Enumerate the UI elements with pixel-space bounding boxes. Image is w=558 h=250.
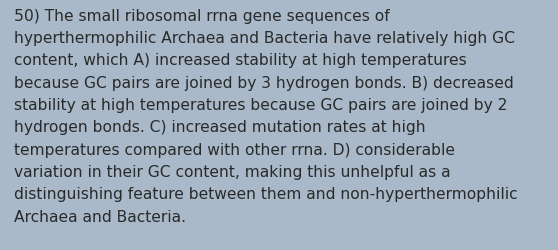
Text: temperatures compared with other rrna. D) considerable: temperatures compared with other rrna. D…: [14, 142, 455, 157]
Text: 50) The small ribosomal rrna gene sequences of: 50) The small ribosomal rrna gene sequen…: [14, 9, 389, 24]
Text: hyperthermophilic Archaea and Bacteria have relatively high GC: hyperthermophilic Archaea and Bacteria h…: [14, 31, 515, 46]
Text: stability at high temperatures because GC pairs are joined by 2: stability at high temperatures because G…: [14, 98, 507, 113]
Text: hydrogen bonds. C) increased mutation rates at high: hydrogen bonds. C) increased mutation ra…: [14, 120, 426, 135]
Text: distinguishing feature between them and non-hyperthermophilic: distinguishing feature between them and …: [14, 187, 518, 202]
Text: variation in their GC content, making this unhelpful as a: variation in their GC content, making th…: [14, 164, 450, 180]
Text: content, which A) increased stability at high temperatures: content, which A) increased stability at…: [14, 53, 466, 68]
Text: because GC pairs are joined by 3 hydrogen bonds. B) decreased: because GC pairs are joined by 3 hydroge…: [14, 76, 514, 90]
Text: Archaea and Bacteria.: Archaea and Bacteria.: [14, 209, 186, 224]
